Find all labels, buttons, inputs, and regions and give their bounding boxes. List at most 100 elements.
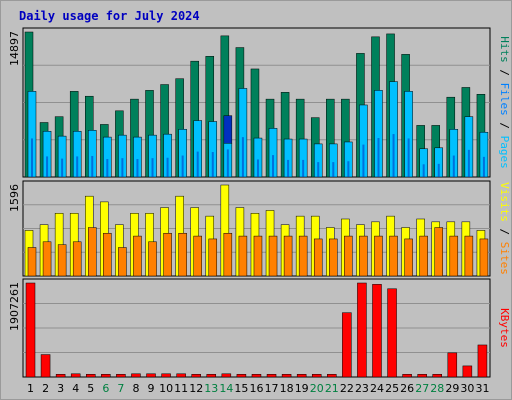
bar-pages [241,137,244,177]
bar-kbytes [55,374,66,378]
bar-pages [166,157,169,177]
bar-kbytes [116,374,126,378]
legend-entry: Visits [498,182,511,222]
bar-pages [61,158,64,177]
xtick-day: 20 [310,382,324,395]
ytick-hits-files: 14897 [8,31,21,66]
xtick-day: 6 [102,382,109,395]
ytick-visits-sites: 1596 [8,184,21,212]
ytick-kbytes: 1907261 [8,282,21,331]
xtick-day: 31 [475,382,489,395]
xtick-day: 13 [204,382,218,395]
xtick-day: 1 [27,382,34,395]
xtick-day: 26 [400,382,414,395]
bar-sites [419,235,428,277]
xtick-day: 5 [87,382,94,395]
bar-pages [226,149,229,177]
xtick-day: 23 [355,382,369,395]
xtick-day: 3 [57,382,64,395]
bar-sites [238,235,248,277]
xtick-day: 7 [117,382,124,395]
bar-files [223,115,233,144]
xtick-day: 9 [148,382,155,395]
bar-pages [91,155,94,177]
bar-kbytes [342,312,352,378]
bar-sites [72,241,82,277]
bar-kbytes [447,352,458,378]
bar-sites [344,235,353,277]
legend-entry: / [498,222,511,242]
bar-kbytes [281,374,292,378]
bar-sites [148,241,157,277]
bar-pages [302,159,305,177]
legend-entry: Pages [498,136,511,169]
bar-sites [208,238,218,277]
bar-kbytes [251,374,262,378]
legend-entry: / [498,63,511,83]
bar-kbytes [417,374,427,378]
legend-hits-files: Hits / Files / Pages [498,36,511,169]
legend-entry: Files [498,83,511,116]
bar-sites [193,235,202,277]
bar-sites [57,244,67,277]
bar-pages [31,138,33,177]
bar-sites [329,238,338,277]
xtick-day: 29 [445,382,459,395]
bar-kbytes [477,344,488,378]
bar-kbytes [327,374,337,378]
bar-sites [163,232,172,277]
bar-pages [317,162,320,177]
xtick-day: 25 [385,382,399,395]
bar-sites [479,238,489,277]
bar-pages [422,164,425,177]
xtick-day: 15 [234,382,248,395]
bar-pages [106,159,109,177]
bar-kbytes [236,374,247,378]
xtick-day: 30 [460,382,474,395]
xtick-day: 27 [415,382,429,395]
bar-pages [287,159,290,177]
xtick-day: 16 [250,382,264,395]
bar-pages [272,155,275,177]
bar-sites [298,235,308,277]
legend-entry: KBytes [498,308,511,348]
bar-kbytes [146,373,156,378]
bar-pages [211,152,214,177]
bar-pages [46,156,49,177]
bar-kbytes [25,282,36,378]
chart-title: Daily usage for July 2024 [19,9,200,23]
xtick-day: 2 [42,382,49,395]
bar-kbytes [432,374,442,378]
bar-sites [268,235,278,277]
xtick-day: 17 [265,382,279,395]
bar-pages [407,138,410,177]
bar-pages [196,151,199,177]
bar-sites [464,235,474,277]
bar-sites [313,238,323,277]
xtick-day: 28 [430,382,444,395]
bar-sites [103,232,112,277]
xtick-day: 10 [159,382,173,395]
bar-kbytes [372,284,382,378]
bar-pages [482,156,485,177]
bar-sites [178,232,187,277]
bar-kbytes [266,374,277,378]
bar-kbytes [311,374,322,378]
bar-kbytes [296,374,307,378]
bar-sites [88,227,97,277]
bar-kbytes [86,374,96,378]
xtick-day: 24 [370,382,384,395]
bar-kbytes [206,374,217,378]
bar-sites [404,238,413,277]
bar-kbytes [191,374,201,378]
bar-kbytes [70,373,81,378]
bar-pages [76,156,79,177]
legend-entry: Sites [498,242,511,275]
bar-pages [392,134,395,177]
bar-kbytes [387,288,397,378]
bar-sites [374,235,383,277]
bar-kbytes [462,365,473,378]
legend-visits-sites: Visits / Sites [498,182,511,275]
bar-sites [283,235,293,277]
xtick-day: 12 [189,382,203,395]
